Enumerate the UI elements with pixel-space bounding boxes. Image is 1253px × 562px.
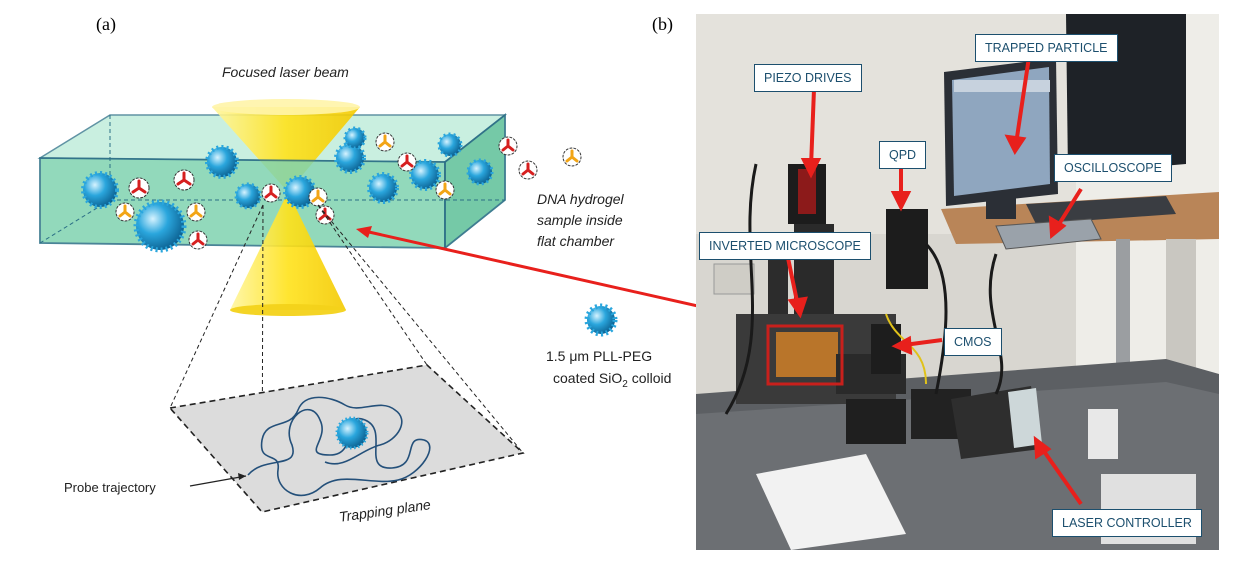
panel-b-label: (b): [652, 14, 673, 34]
colloid-label-line1: 1.5 μm PLL-PEG: [546, 348, 653, 364]
lab-setup-photo: PIEZO DRIVES TRAPPED PARTICLE QPD OSCILL…: [696, 14, 1219, 550]
trapped-particle-icon: [335, 416, 369, 450]
laser-beam-label: Focused laser beam: [222, 64, 349, 80]
microscope-highlight-box: [766, 324, 844, 386]
sample-label-line3: flat chamber: [537, 233, 615, 249]
panel-a-label: (a): [96, 14, 116, 34]
laser-beam-lower: [230, 192, 346, 310]
callout-oscilloscope: OSCILLOSCOPE: [1054, 154, 1172, 182]
callout-piezo-drives: PIEZO DRIVES: [754, 64, 862, 92]
photo-annotations: [766, 56, 1083, 506]
callout-cmos: CMOS: [944, 328, 1002, 356]
colloid-label-text: coated SiO: [553, 370, 623, 386]
laser-beam-upper: [212, 107, 360, 192]
callout-inverted-microscope: INVERTED MICROSCOPE: [699, 232, 871, 260]
sample-label-line1: DNA hydrogel: [537, 191, 624, 207]
callout-laser-controller: LASER CONTROLLER: [1052, 509, 1202, 537]
sample-label-line2: sample inside: [537, 212, 623, 228]
callout-qpd: QPD: [879, 141, 927, 169]
link-arrow: [359, 228, 761, 322]
colloid-legend-icon: [584, 303, 618, 337]
trajectory-pointer: [189, 475, 247, 487]
probe-trajectory-label: Probe trajectory: [64, 480, 156, 495]
probe-trajectory: [247, 396, 431, 497]
colloid-label-subscript: 2: [622, 378, 628, 390]
callout-trapped-particle: TRAPPED PARTICLE: [975, 34, 1118, 62]
colloid-particles: [81, 126, 494, 253]
dna-junctions: [115, 132, 582, 250]
colloid-label-suffix: colloid: [627, 370, 672, 386]
colloid-label-line2: coated SiO2 colloid: [553, 370, 671, 390]
